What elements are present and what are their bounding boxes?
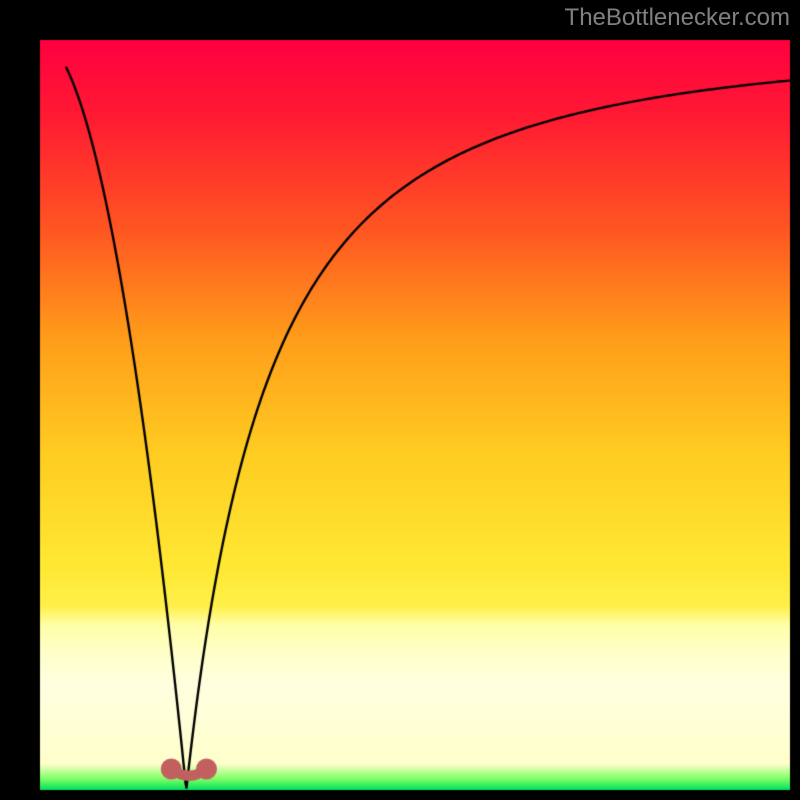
watermark-text: TheBottlenecker.com (565, 4, 790, 32)
chart-stage: TheBottlenecker.com (0, 0, 800, 800)
bottleneck-curve (0, 0, 800, 800)
